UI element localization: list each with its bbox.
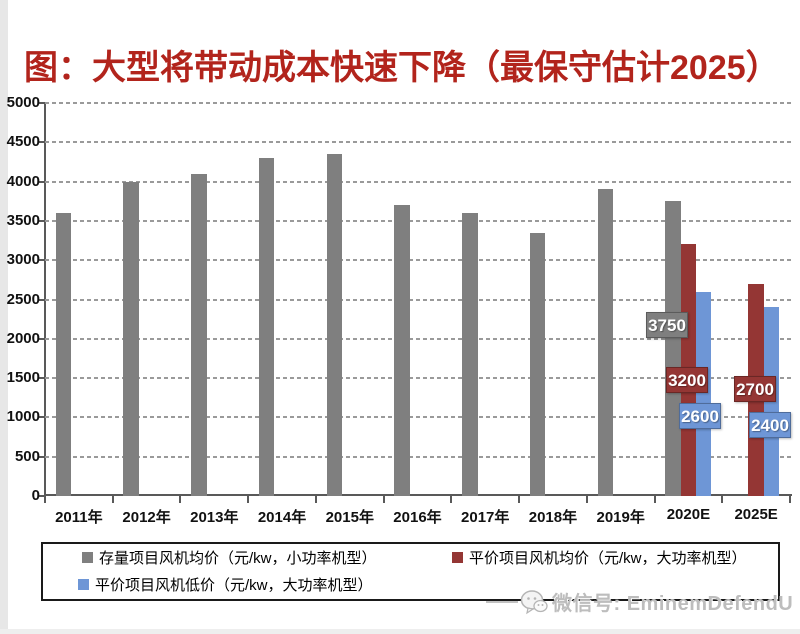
y-axis-label-4000: 4000 xyxy=(6,172,40,190)
y-tick-1500 xyxy=(39,377,45,380)
data-label-3750: 3750 xyxy=(646,312,688,338)
x-axis-label-2013年: 2013年 xyxy=(190,509,239,526)
legend-swatch-1 xyxy=(452,551,463,563)
x-tick-6 xyxy=(450,496,453,503)
x-tick-7 xyxy=(518,496,521,503)
legend-item-0: 存量项目风机均价（元/kw，小功率机型） xyxy=(82,549,377,567)
legend-label-1: 平价项目风机均价（元/kw，大功率机型） xyxy=(469,549,747,567)
y-tick-500 xyxy=(39,455,45,458)
bar-series0-2013年 xyxy=(191,173,207,496)
y-axis-label-3500: 3500 xyxy=(6,211,40,229)
y-tick-2000 xyxy=(39,337,45,340)
bar-series0-2018年 xyxy=(529,232,546,496)
page-edge-bottom xyxy=(0,629,800,634)
bar-series0-2012年 xyxy=(123,181,139,496)
y-tick-0 xyxy=(39,495,45,497)
x-axis-label-2015年: 2015年 xyxy=(325,509,374,526)
y-axis-label-4500: 4500 xyxy=(6,133,40,151)
x-axis-label-2016年: 2016年 xyxy=(393,509,442,526)
x-axis-label-2012年: 2012年 xyxy=(122,509,171,526)
page-edge-left xyxy=(0,0,8,634)
y-axis-label-2500: 2500 xyxy=(6,290,40,308)
bar-series0-2016年 xyxy=(394,205,410,496)
y-tick-4500 xyxy=(39,141,45,144)
x-axis-label-2018年: 2018年 xyxy=(528,509,578,526)
y-axis-label-1000: 1000 xyxy=(6,408,40,426)
gridline-5000 xyxy=(45,102,792,104)
x-tick-5 xyxy=(382,496,385,503)
chart-title: 图：大型将带动成本快速下降（最保守估计2025） xyxy=(24,49,780,87)
gridline-3000 xyxy=(45,259,792,262)
data-label-2600: 2600 xyxy=(679,403,721,429)
data-label-3200: 3200 xyxy=(666,367,708,393)
watermark: 微信号: EminemDefendU xyxy=(486,587,793,616)
x-tick-3 xyxy=(247,496,250,503)
x-tick-2 xyxy=(179,496,182,503)
gridline-2000 xyxy=(45,337,792,340)
y-axis-label-1500: 1500 xyxy=(6,369,40,387)
data-label-2400: 2400 xyxy=(749,412,791,438)
gridline-3500 xyxy=(45,219,792,222)
y-axis-label-500: 500 xyxy=(14,447,40,465)
bar-series0-2020E xyxy=(665,201,681,496)
y-tick-3000 xyxy=(39,259,45,262)
y-tick-5000 xyxy=(39,102,45,104)
y-axis-label-0: 0 xyxy=(31,487,40,504)
gridline-4000 xyxy=(45,180,792,183)
y-axis-label-5000: 5000 xyxy=(6,94,40,111)
gridline-2500 xyxy=(45,298,792,301)
bar-series2-2020E xyxy=(696,291,712,496)
x-tick-0 xyxy=(44,496,46,503)
legend-swatch-0 xyxy=(82,551,93,563)
x-axis-label-2011年: 2011年 xyxy=(55,509,103,526)
x-axis-label-2014年: 2014年 xyxy=(257,509,307,526)
data-label-2700: 2700 xyxy=(734,376,776,402)
legend-item-1: 平价项目风机均价（元/kw，大功率机型） xyxy=(452,549,747,567)
x-tick-8 xyxy=(585,496,588,503)
gridline-4500 xyxy=(45,141,792,144)
legend-swatch-2 xyxy=(78,578,89,590)
gridline-500 xyxy=(45,455,792,458)
x-tick-1 xyxy=(111,496,114,503)
bar-series0-2019年 xyxy=(597,189,613,496)
watermark-dash xyxy=(486,600,518,603)
bar-series0-2014年 xyxy=(258,158,275,496)
legend-label-2: 平价项目风机低价（元/kw，大功率机型） xyxy=(95,576,373,594)
watermark-text: 微信号: EminemDefendU xyxy=(552,593,794,615)
wechat-icon xyxy=(520,589,548,614)
y-tick-2500 xyxy=(39,298,45,301)
bar-series0-2017年 xyxy=(462,213,478,496)
y-tick-1000 xyxy=(39,416,45,419)
bar-series0-2011年 xyxy=(55,213,72,496)
y-axis-label-3000: 3000 xyxy=(6,251,40,269)
x-tick-10 xyxy=(721,496,724,503)
bar-series0-2015年 xyxy=(326,154,343,496)
y-tick-4000 xyxy=(39,180,45,183)
x-tick-9 xyxy=(653,496,656,503)
x-axis-label-2017年: 2017年 xyxy=(461,509,510,526)
x-axis-label-2025E: 2025E xyxy=(734,506,778,523)
gridline-1500 xyxy=(45,377,792,380)
x-tick-4 xyxy=(314,496,317,503)
legend-item-2: 平价项目风机低价（元/kw，大功率机型） xyxy=(78,576,373,594)
x-axis-line xyxy=(44,494,792,496)
gridline-1000 xyxy=(45,416,792,419)
y-axis-label-2000: 2000 xyxy=(6,329,40,347)
x-tick-11 xyxy=(789,496,791,503)
y-tick-3500 xyxy=(39,219,45,222)
x-axis-label-2019年: 2019年 xyxy=(596,509,645,526)
legend-box xyxy=(41,542,780,601)
legend-label-0: 存量项目风机均价（元/kw，小功率机型） xyxy=(99,549,377,567)
x-axis-label-2020E: 2020E xyxy=(666,506,711,523)
